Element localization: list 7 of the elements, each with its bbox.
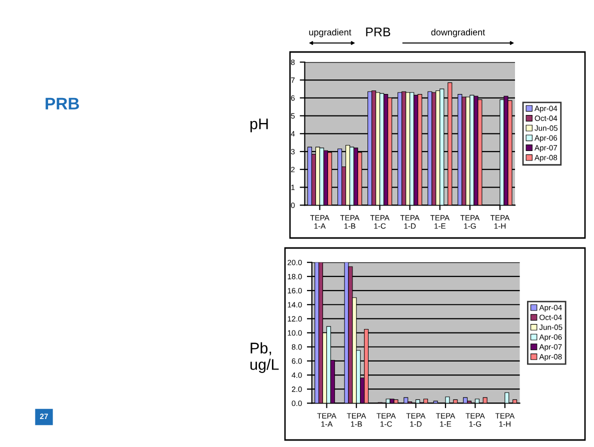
bar	[390, 398, 394, 404]
y-axis-title: Pb, ug/L	[250, 342, 279, 373]
text: upgradient	[309, 28, 352, 38]
text: downgradient	[431, 28, 486, 38]
text: PRB	[366, 28, 390, 36]
text: PRB	[46, 98, 79, 110]
y-axis-title: pH	[250, 118, 268, 132]
